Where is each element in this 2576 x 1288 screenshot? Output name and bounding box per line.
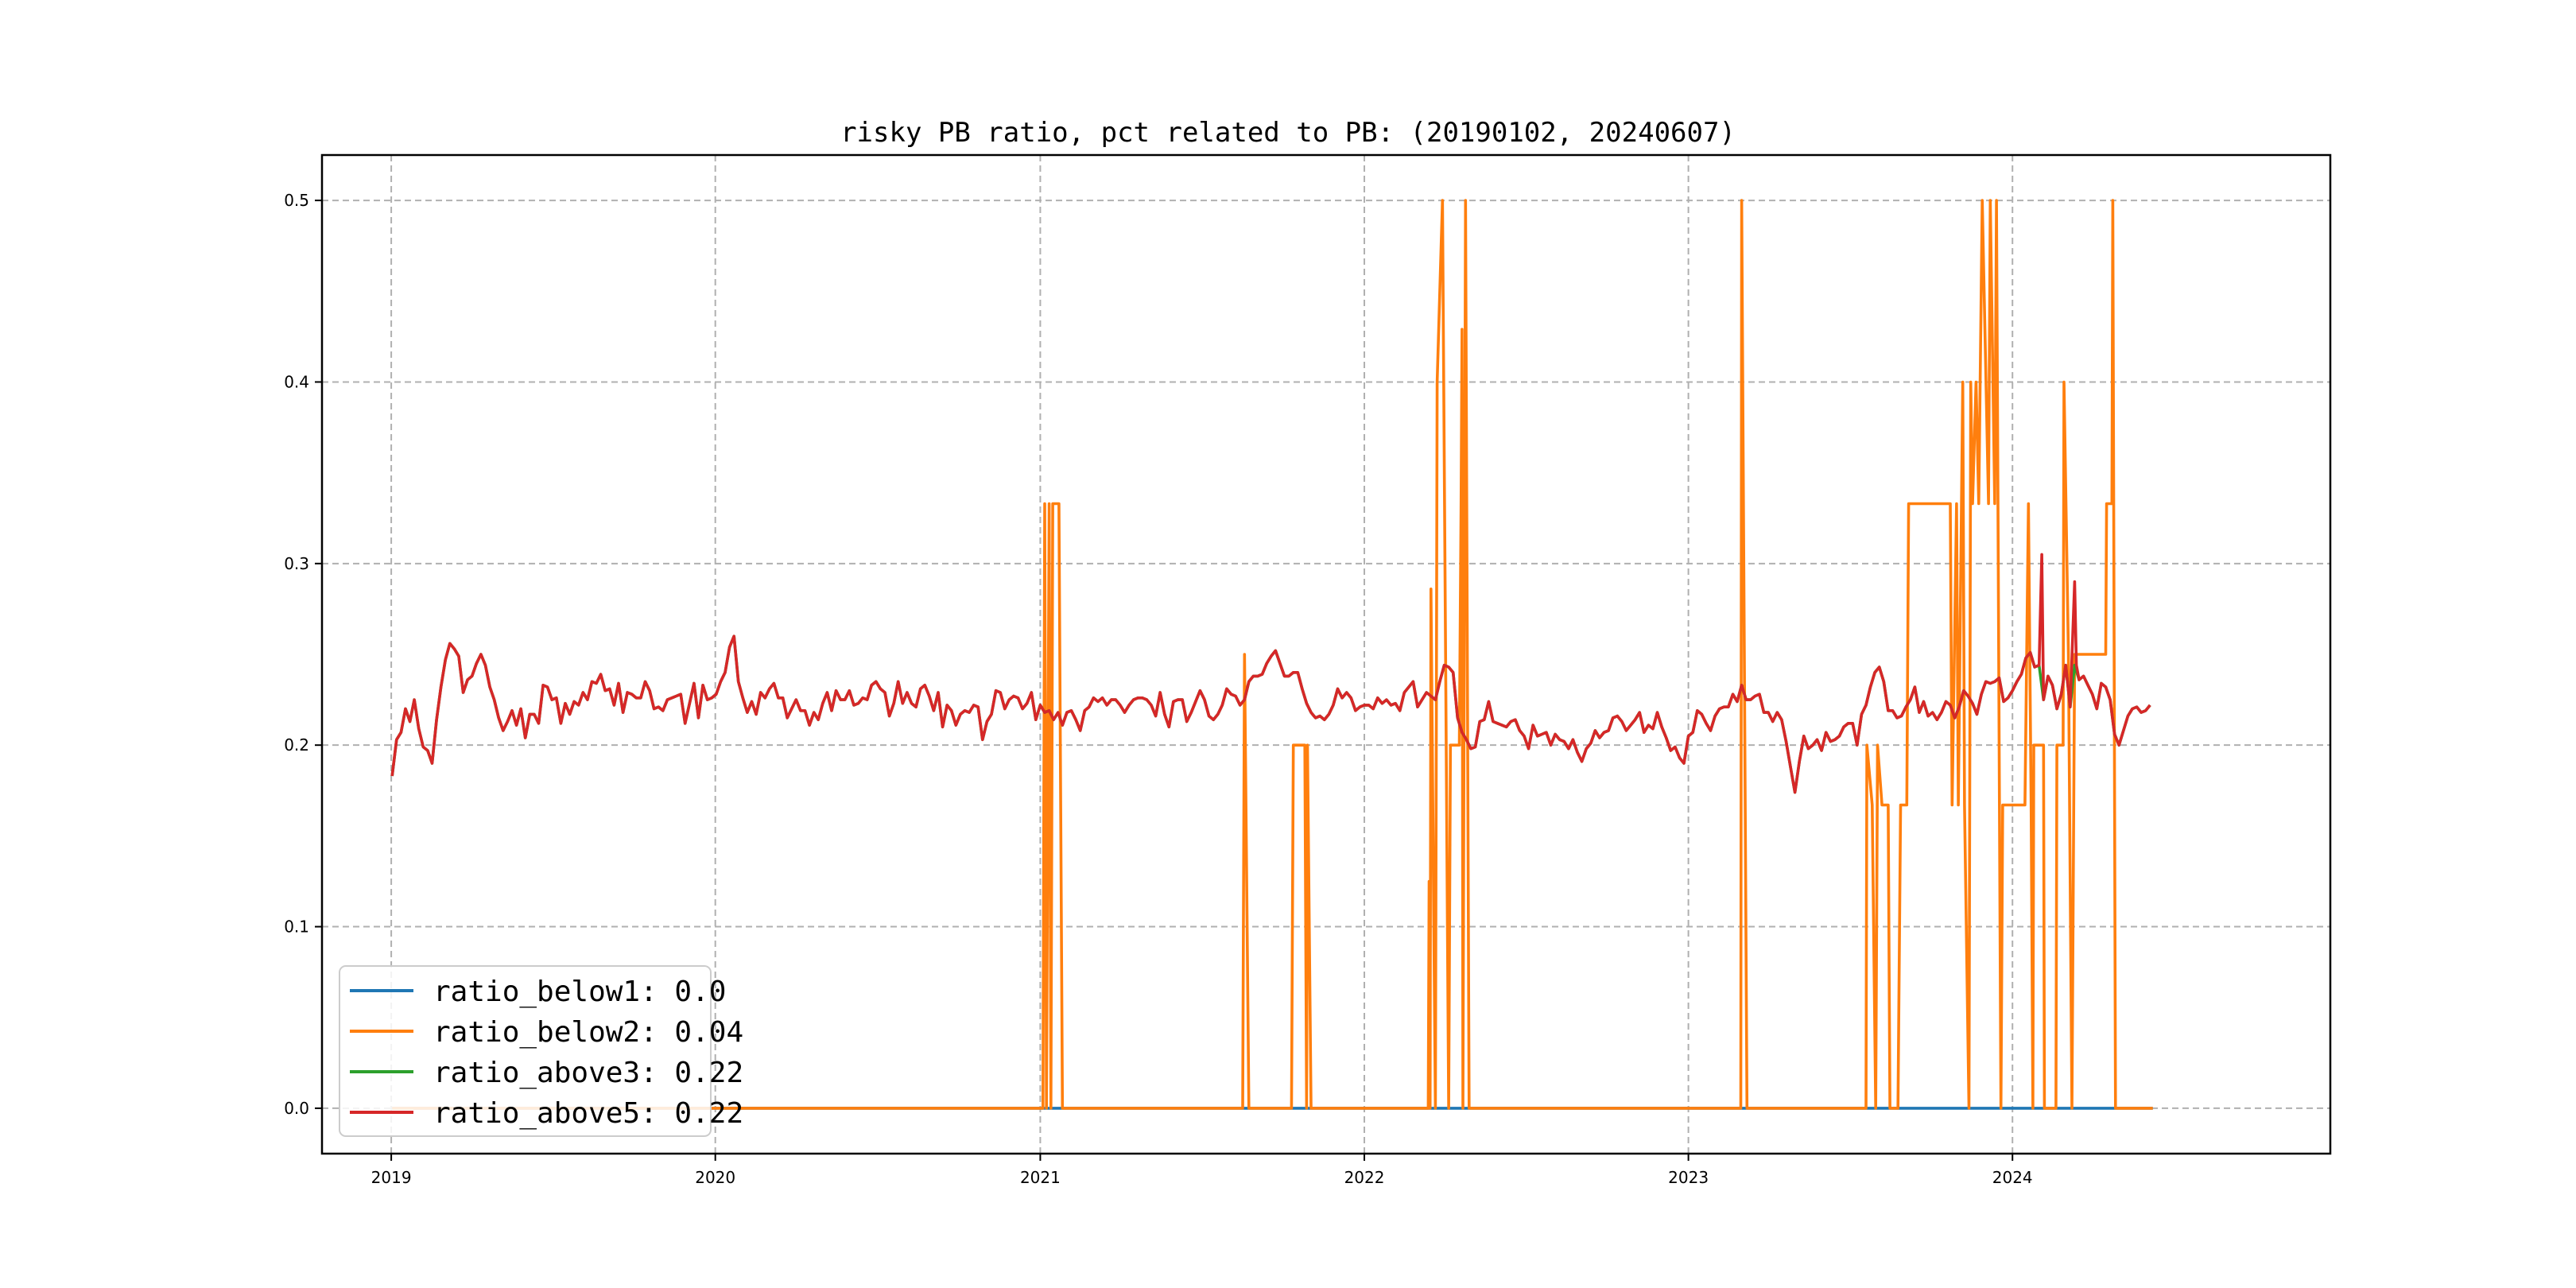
legend-label-ratio-below1: ratio_below1: 0.0 — [433, 976, 726, 1008]
axes: 2019 2020 2021 2022 2023 2024 0.0 0.1 0.2 0.3 0.4 0… — [284, 191, 2032, 1187]
chart-title: risky PB ratio, pct related to PB: (2019… — [840, 117, 1736, 149]
legend-label-ratio-below2: ratio_below2: 0.04 — [433, 1016, 743, 1049]
series-line-ratio-below2 — [392, 199, 2153, 1110]
y-tick-label: 0.0 — [284, 1099, 309, 1118]
x-tick-label: 2019 — [371, 1168, 412, 1187]
x-tick-label: 2021 — [1020, 1168, 1061, 1187]
y-tick-label: 0.3 — [284, 554, 309, 573]
x-tick-label: 2023 — [1668, 1168, 1709, 1187]
legend-label-ratio-above5: ratio_above5: 0.22 — [433, 1097, 743, 1130]
y-tick-label: 0.5 — [284, 191, 309, 210]
y-tick-label: 0.2 — [284, 735, 309, 755]
x-tick-label: 2022 — [1344, 1168, 1385, 1187]
legend-label-ratio-above3: ratio_above3: 0.22 — [433, 1057, 743, 1089]
legend: ratio_below1: 0.0 ratio_below2: 0.04 ratio… — [339, 965, 743, 1137]
series-line-ratio-above5 — [390, 553, 2151, 794]
series-line-ratio-above3 — [390, 634, 2151, 794]
x-tick-label: 2024 — [1992, 1168, 2033, 1187]
legend-box — [339, 965, 712, 1137]
y-tick-label: 0.4 — [284, 372, 309, 391]
y-tick-label: 0.1 — [284, 918, 309, 937]
plot-frame — [320, 153, 2332, 1155]
x-tick-label: 2020 — [695, 1168, 735, 1187]
